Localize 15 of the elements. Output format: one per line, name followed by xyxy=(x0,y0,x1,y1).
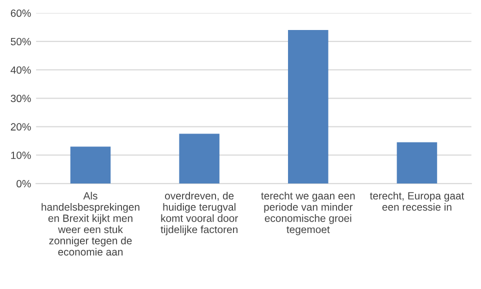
bar xyxy=(396,142,438,184)
bar xyxy=(288,30,328,184)
y-tick-label: 30% xyxy=(10,94,31,102)
bar xyxy=(70,146,111,184)
x-tick-label: Als handelsbesprekingen en Brexit kijkt men weer een stuk zonniger tegen de economie aan xyxy=(42,192,140,256)
bar xyxy=(179,134,220,184)
y-tick-label: 50% xyxy=(10,38,31,46)
y-tick-label: 20% xyxy=(10,123,31,131)
x-tick-label: overdreven, de huidige terugval komt vooral door tijdelijke factoren xyxy=(160,192,238,236)
y-tick-label: 60% xyxy=(10,10,31,17)
x-tick-label: terecht we gaan een periode van minder economische groei tegemoet xyxy=(261,192,355,236)
y-tick-label: 0% xyxy=(16,180,31,188)
x-tick-label: terecht, Europa gaat een recessie in xyxy=(370,192,464,211)
y-tick-label: 40% xyxy=(10,66,31,74)
y-tick-label: 10% xyxy=(11,152,31,159)
